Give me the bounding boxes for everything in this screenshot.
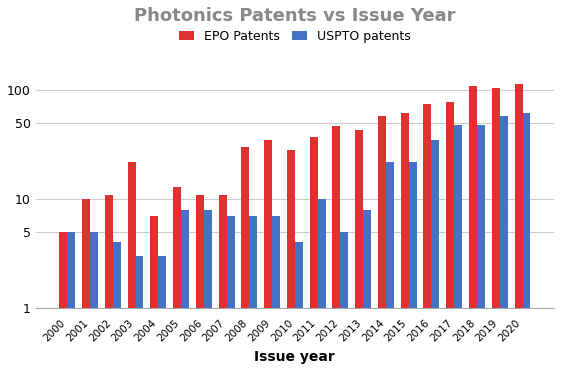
Bar	[136, 256, 144, 371]
X-axis label: Issue year: Issue year	[255, 350, 335, 364]
Bar	[401, 113, 409, 371]
Title: Photonics Patents vs Issue Year: Photonics Patents vs Issue Year	[134, 7, 456, 25]
Bar	[264, 140, 272, 371]
Bar	[363, 210, 371, 371]
Bar	[113, 242, 121, 371]
Bar	[158, 256, 166, 371]
Bar	[522, 113, 531, 371]
Bar	[105, 194, 113, 371]
Bar	[82, 199, 90, 371]
Bar	[219, 194, 227, 371]
Bar	[150, 216, 158, 371]
Bar	[272, 216, 280, 371]
Bar	[59, 232, 67, 371]
Bar	[127, 162, 136, 371]
Bar	[196, 194, 204, 371]
Bar	[469, 86, 477, 371]
Bar	[310, 137, 318, 371]
Bar	[67, 232, 75, 371]
Bar	[295, 242, 303, 371]
Bar	[477, 125, 485, 371]
Bar	[318, 199, 325, 371]
Bar	[424, 104, 431, 371]
Bar	[341, 232, 348, 371]
Bar	[492, 88, 500, 371]
Bar	[454, 125, 462, 371]
Bar	[204, 210, 211, 371]
Bar	[249, 216, 257, 371]
Bar	[446, 102, 454, 371]
Bar	[386, 162, 394, 371]
Legend: EPO Patents, USPTO patents: EPO Patents, USPTO patents	[174, 25, 416, 48]
Bar	[241, 147, 249, 371]
Bar	[287, 150, 295, 371]
Bar	[378, 116, 386, 371]
Bar	[227, 216, 234, 371]
Bar	[181, 210, 189, 371]
Bar	[500, 116, 508, 371]
Bar	[333, 126, 341, 371]
Bar	[514, 84, 522, 371]
Bar	[173, 187, 181, 371]
Bar	[431, 140, 439, 371]
Bar	[409, 162, 417, 371]
Bar	[90, 232, 98, 371]
Bar	[355, 130, 363, 371]
